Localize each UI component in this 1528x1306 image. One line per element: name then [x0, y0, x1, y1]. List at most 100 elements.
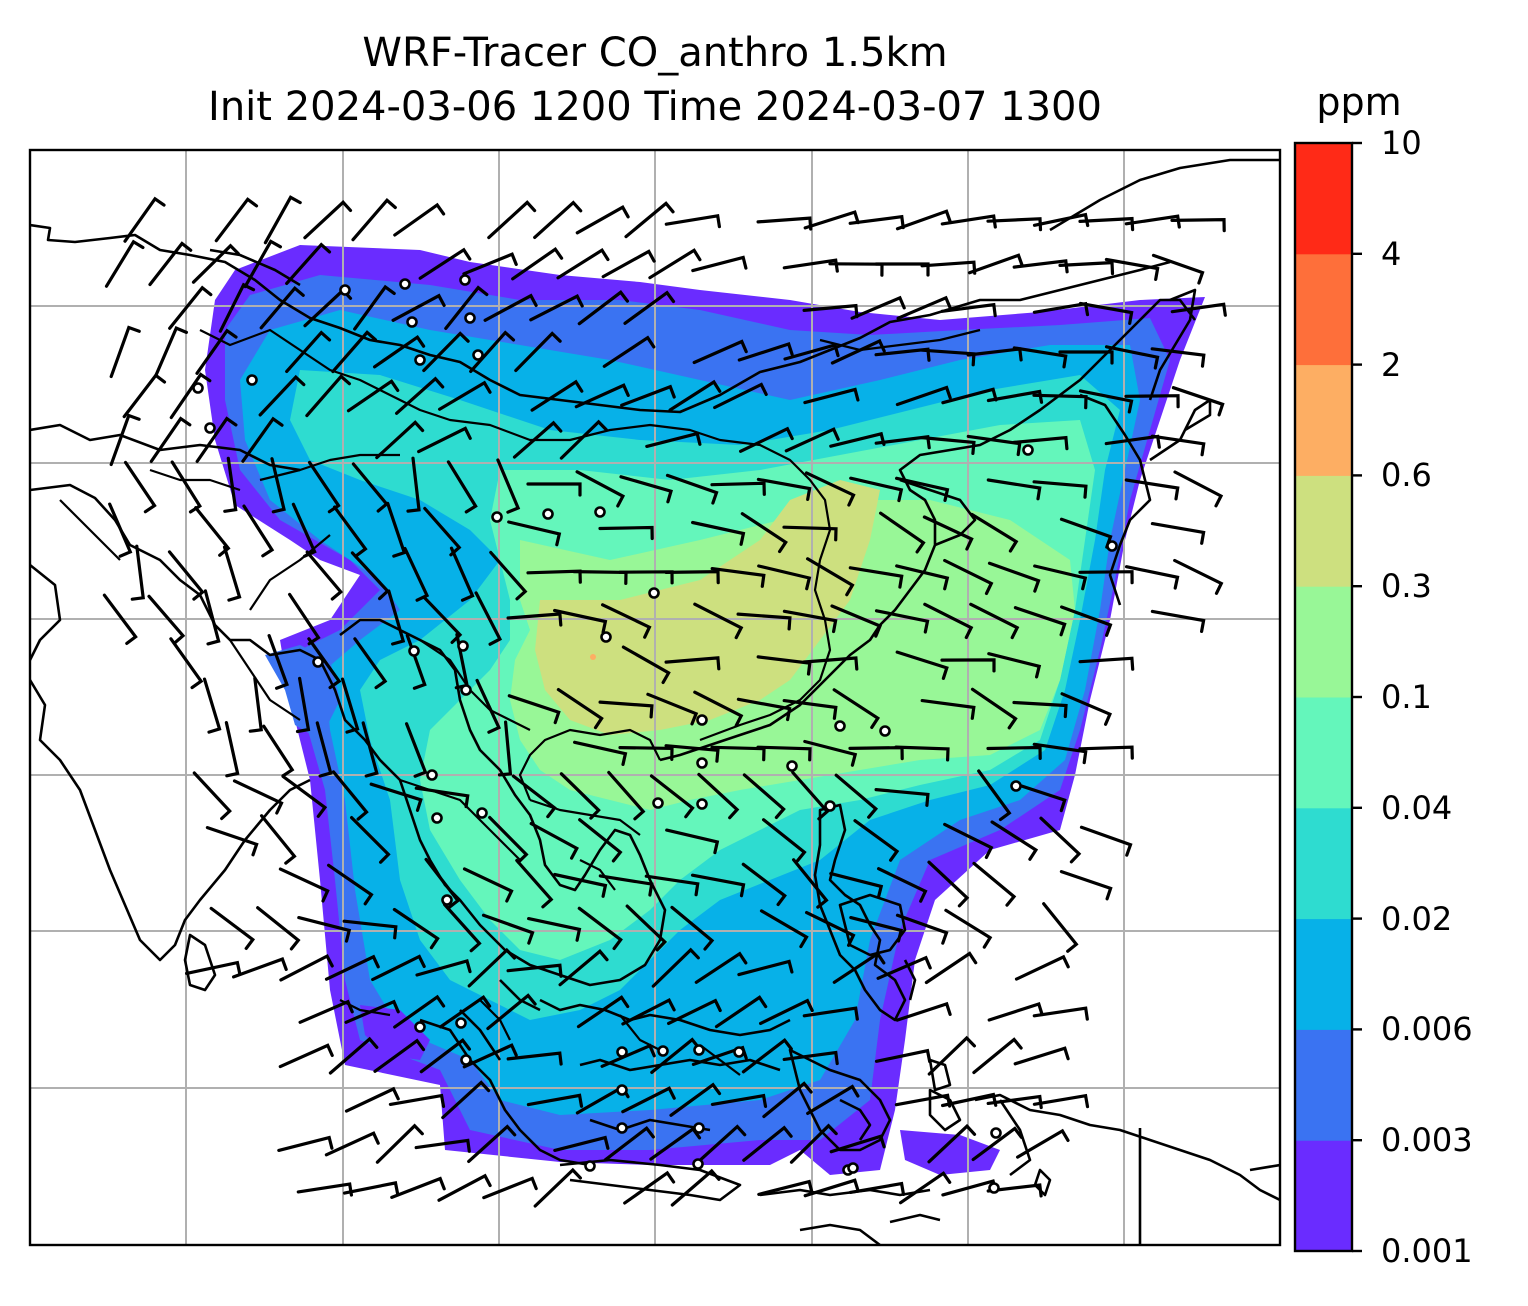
wind-barb [1012, 435, 1069, 451]
wind-barb [923, 602, 974, 640]
wind-barb [361, 721, 379, 778]
wind-barb [446, 460, 478, 514]
colorbar-tick-label: 0.1 [1381, 678, 1432, 716]
wind-barb [670, 905, 715, 951]
wind-barb [829, 1134, 886, 1154]
wind-barb [977, 769, 1012, 822]
wind-barb [602, 335, 656, 368]
wind-barb [553, 872, 608, 898]
wind-barb [387, 589, 406, 646]
station-marker [464, 312, 476, 324]
wind-barb [511, 246, 564, 281]
wind-barb [169, 637, 204, 690]
wind-barb [803, 739, 858, 767]
wind-barb [559, 772, 601, 820]
wind-barb [1078, 389, 1134, 414]
wind-barb [756, 477, 812, 501]
wind-barb [324, 954, 380, 981]
wind-barb [789, 1123, 838, 1164]
wind-barb [713, 382, 768, 410]
wind-barb [303, 200, 353, 240]
wind-barb [620, 384, 676, 407]
wind-barb [346, 379, 400, 413]
wind-barb [388, 1093, 446, 1108]
wind-barb [920, 436, 976, 455]
wind-barb [526, 1093, 584, 1108]
wind-barb [1032, 1093, 1090, 1109]
wind-barb [373, 334, 426, 369]
wind-barb [970, 512, 1019, 553]
wind-barb [390, 1176, 446, 1199]
figure-subtitle: Init 2024-03-06 1200 Time 2024-03-07 130… [208, 84, 1102, 130]
wind-barb [154, 326, 188, 378]
wind-barb [895, 564, 950, 591]
wind-barb [438, 380, 492, 411]
wind-barb [1150, 522, 1206, 545]
wind-barb [714, 995, 768, 1029]
station-marker [692, 1158, 704, 1170]
wind-barb [1104, 257, 1160, 281]
wind-barb [739, 426, 794, 453]
wind-barb [419, 1038, 471, 1074]
station-marker [834, 720, 846, 732]
station-marker [990, 1127, 1002, 1139]
colorbar-bin-4 [1295, 697, 1352, 809]
wind-barb [1032, 480, 1088, 499]
station-marker [600, 631, 612, 643]
wind-barb [243, 239, 282, 289]
wind-barb [1013, 1046, 1070, 1066]
wind-barb [832, 951, 886, 984]
wind-barb [415, 959, 472, 977]
wind-barb [783, 343, 840, 361]
wind-barb [102, 593, 138, 645]
wind-barb [1150, 434, 1206, 457]
wind-barb [782, 258, 839, 273]
wind-barb [1060, 692, 1112, 726]
colorbar-bin-0 [1295, 1140, 1352, 1252]
station-marker [648, 587, 660, 599]
wind-barb [849, 916, 904, 943]
station-marker [988, 1182, 1000, 1194]
wind-barb [149, 416, 192, 463]
colorbar-bin-7 [1295, 364, 1352, 476]
wind-barb [737, 341, 794, 362]
wind-barb [511, 774, 557, 819]
wind-barb [305, 550, 344, 601]
wind-barb [756, 745, 812, 762]
wind-barb [350, 816, 391, 864]
wind-barb [167, 550, 205, 601]
wind-barb [710, 567, 766, 588]
wind-barb [1039, 816, 1082, 864]
wind-barb [802, 656, 859, 671]
colorbar-bin-2 [1295, 918, 1352, 1030]
wind-barb [805, 911, 856, 947]
wind-barb [530, 379, 584, 412]
wind-barb [784, 427, 840, 453]
wind-barb [414, 786, 470, 809]
wind-barb [1032, 742, 1088, 765]
station-marker [1022, 444, 1034, 456]
wind-barb [391, 293, 446, 322]
wind-barb [740, 512, 788, 554]
station-marker [406, 316, 418, 328]
wind-barb [406, 456, 421, 513]
wind-barb [899, 1171, 952, 1205]
wind-barb [279, 953, 334, 982]
wind-barb [1012, 259, 1069, 274]
wind-barb [895, 209, 952, 231]
wind-barb [877, 867, 928, 903]
wind-barb [1079, 825, 1133, 857]
wind-barb [987, 1001, 1044, 1022]
wind-barb [986, 217, 1043, 232]
wind-barb [529, 822, 579, 860]
figure-title: WRF-Tracer CO_anthro 1.5km [362, 30, 948, 76]
wind-barb [194, 506, 231, 557]
station-marker [696, 798, 708, 810]
wind-barb [441, 1080, 491, 1120]
wind-barb [147, 594, 186, 645]
colorbar-tick-label: 0.006 [1381, 1010, 1473, 1049]
wind-barb [331, 330, 377, 374]
wind-barb [782, 609, 838, 634]
wind-barb [209, 906, 256, 950]
wind-barb [386, 501, 407, 558]
